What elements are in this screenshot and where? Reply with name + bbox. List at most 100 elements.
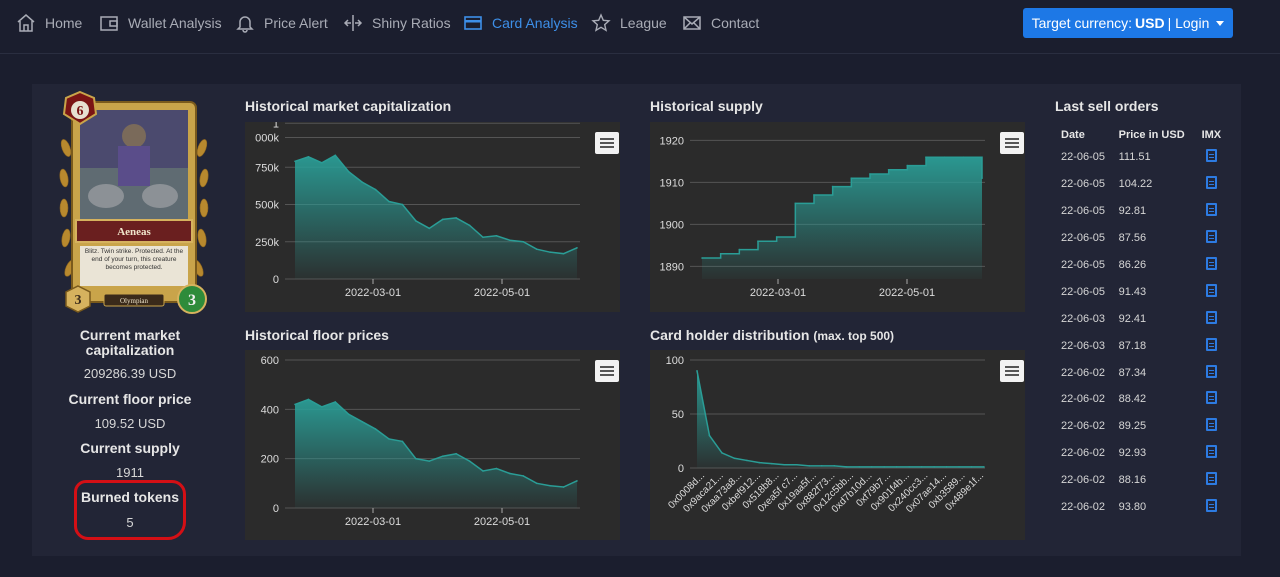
data-point xyxy=(883,466,885,468)
data-point xyxy=(455,452,457,455)
imx-link-icon[interactable] xyxy=(1205,472,1217,486)
imx-link-icon[interactable] xyxy=(1205,283,1217,297)
data-point xyxy=(958,466,960,468)
holder-chart-menu-button[interactable] xyxy=(1000,360,1024,382)
nav-card-analysis[interactable]: Card Analysis xyxy=(463,12,578,34)
nav-contact[interactable]: Contact xyxy=(682,12,759,34)
imx-link-icon[interactable] xyxy=(1205,230,1217,244)
sell-orders-table: Date Price in USD IMX 22-06-05 111.51 22-0… xyxy=(1055,126,1225,520)
data-point xyxy=(347,413,350,416)
data-point xyxy=(850,177,853,179)
card-attack: 3 xyxy=(75,293,82,308)
data-point xyxy=(738,248,741,251)
navbar: Home Wallet Analysis Price Alert Shiny R… xyxy=(0,0,1280,54)
imx-link-icon[interactable] xyxy=(1205,176,1217,190)
table-row: 22-06-03 87.18 xyxy=(1055,332,1225,359)
holders-title-note: (max. top 500) xyxy=(813,329,895,343)
imx-link-icon[interactable] xyxy=(1205,499,1217,513)
data-point xyxy=(895,466,898,468)
data-point xyxy=(920,466,923,468)
holder-chart-svg: 0501000x0008d...0x9aca21...0xaa73a8...0x… xyxy=(666,355,986,515)
y-tick-label: 100 xyxy=(666,355,684,367)
data-point xyxy=(361,181,363,183)
envelope-icon xyxy=(683,16,701,30)
order-imx-cell xyxy=(1196,494,1225,521)
data-point xyxy=(307,156,310,158)
nav-wallet-analysis[interactable]: Wallet Analysis xyxy=(99,12,222,34)
card-image: Aeneas Blitz. Twin strike. Protected. At… xyxy=(56,88,212,316)
imx-link-icon[interactable] xyxy=(1205,337,1217,351)
x-tick-label: 2022-03-01 xyxy=(345,516,401,528)
imx-link-icon[interactable] xyxy=(1205,391,1217,405)
order-price: 92.93 xyxy=(1118,447,1147,460)
data-point xyxy=(925,156,927,158)
order-price: 88.16 xyxy=(1118,474,1147,487)
floor-chart-title: Historical floor prices xyxy=(245,327,389,343)
data-point xyxy=(771,462,773,465)
imx-link-icon[interactable] xyxy=(1205,445,1217,459)
area-fill xyxy=(697,370,984,468)
order-date: 22-06-02 xyxy=(1061,447,1106,460)
data-point xyxy=(933,466,935,468)
supply-chart-menu-button[interactable] xyxy=(1000,132,1024,154)
imx-link-icon[interactable] xyxy=(1205,418,1217,432)
market-cap-chart-menu-button[interactable] xyxy=(595,132,619,154)
floor-chart-menu-button[interactable] xyxy=(595,360,619,382)
table-row: 22-06-02 88.16 xyxy=(1055,467,1225,494)
order-price: 104.22 xyxy=(1118,178,1153,191)
orders-body: 22-06-05 111.51 22-06-05 104.22 22-06-05 92.8… xyxy=(1055,144,1225,520)
data-point xyxy=(576,480,578,482)
nav-price-alert-label: Price Alert xyxy=(264,15,328,31)
nav-home[interactable]: Home xyxy=(16,12,82,34)
data-point xyxy=(468,224,471,227)
nav-card-analysis-label: Card Analysis xyxy=(492,15,578,31)
col-date: Date xyxy=(1061,129,1085,141)
order-date: 22-06-02 xyxy=(1061,393,1106,406)
card-icon xyxy=(464,16,482,30)
order-price: 86.26 xyxy=(1118,259,1147,271)
nav-price-alert[interactable]: Price Alert xyxy=(235,12,328,34)
orders-title: Last sell orders xyxy=(1055,98,1159,114)
data-point xyxy=(945,466,948,468)
burned-tokens-label: Burned tokens xyxy=(80,489,179,505)
order-price: 88.42 xyxy=(1118,393,1147,406)
wallet-icon xyxy=(100,16,118,31)
arrows-icon xyxy=(343,15,363,31)
nav-league-label: League xyxy=(620,15,667,31)
target-currency-login-button[interactable]: Target currency: USD | Login xyxy=(1023,8,1233,38)
order-imx-cell xyxy=(1196,359,1225,386)
y-tick-label: 0 xyxy=(273,274,279,286)
chevron-down-icon xyxy=(1216,20,1225,26)
holders-chart-title: Card holder distribution (max. top 500) xyxy=(650,327,894,343)
nav-league[interactable]: League xyxy=(591,12,667,34)
order-imx-cell xyxy=(1196,413,1225,440)
data-point xyxy=(307,398,310,401)
x-tick-label: 2022-03-01 xyxy=(345,287,401,299)
imx-link-icon[interactable] xyxy=(1205,257,1217,270)
data-point xyxy=(562,486,565,488)
order-price: 87.18 xyxy=(1118,339,1147,352)
data-point xyxy=(783,463,786,466)
data-point xyxy=(870,466,873,468)
imx-link-icon[interactable] xyxy=(1205,203,1217,217)
y-tick-label: 1920 xyxy=(660,135,684,147)
y-tick-label: 1900 xyxy=(660,219,684,231)
imx-link-icon[interactable] xyxy=(1205,310,1217,324)
imx-link-icon[interactable] xyxy=(1205,149,1217,163)
x-tick-label: 2022-05-01 xyxy=(474,287,530,299)
data-point xyxy=(943,156,946,158)
nav-shiny-ratios[interactable]: Shiny Ratios xyxy=(343,12,451,34)
y-tick-label: 50 xyxy=(672,409,684,421)
order-price: 91.43 xyxy=(1118,285,1147,298)
data-point xyxy=(746,459,748,462)
floor-price-value: 109.52 USD xyxy=(94,416,166,431)
data-point xyxy=(441,455,444,457)
imx-link-icon[interactable] xyxy=(1205,364,1217,378)
market-cap-chart-title: Historical market capitalization xyxy=(245,98,452,114)
order-price: 89.25 xyxy=(1118,420,1147,433)
data-point xyxy=(908,466,910,468)
data-point xyxy=(708,434,711,437)
login-label: | Login xyxy=(1167,15,1210,31)
data-point xyxy=(833,465,836,467)
data-point xyxy=(962,156,965,158)
